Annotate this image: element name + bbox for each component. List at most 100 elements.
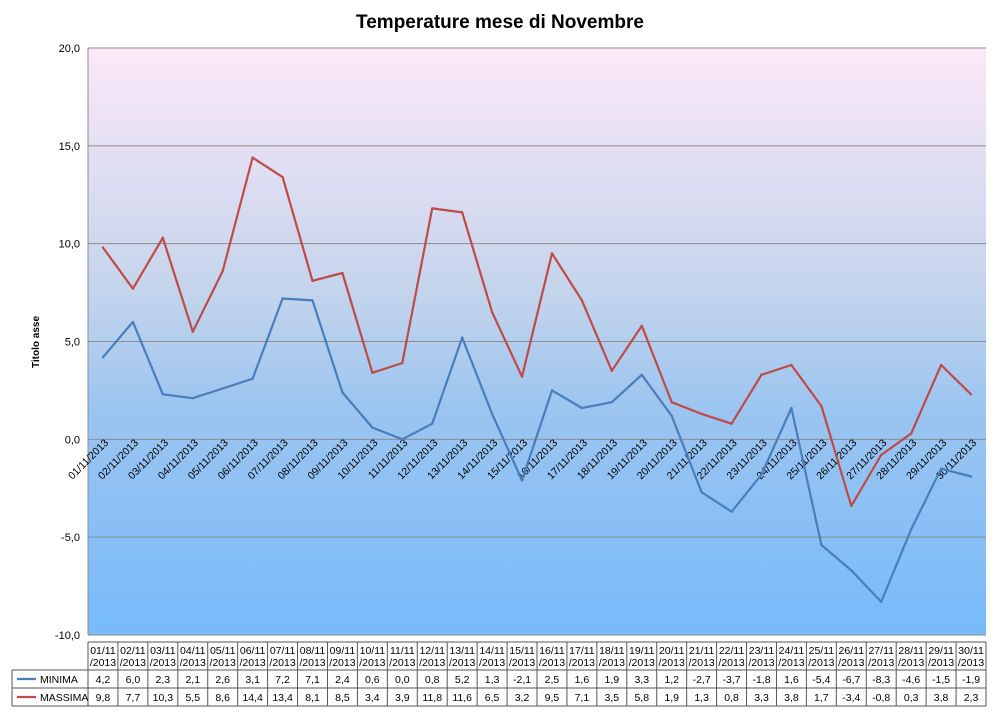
- table-cell-minima: -8,3: [872, 674, 890, 686]
- table-cell-massima: 5,8: [634, 692, 649, 704]
- table-cell-minima: -1,8: [752, 674, 770, 686]
- table-header-date: 17/11: [569, 645, 595, 657]
- table-header-year: /2013: [180, 657, 206, 669]
- data-point-minima: [131, 320, 135, 324]
- data-point-minima: [610, 400, 614, 404]
- data-point-massima: [131, 287, 135, 290]
- y-tick-label: 0,0: [65, 434, 80, 446]
- table-header-date: 13/11: [449, 645, 475, 657]
- table-cell-massima: 3,5: [605, 692, 620, 704]
- table-cell-minima: 3,1: [245, 674, 260, 686]
- table-cell-massima: 1,3: [694, 692, 709, 704]
- table-cell-massima: 7,1: [575, 692, 590, 704]
- data-point-minima: [939, 467, 943, 470]
- data-point-minima: [730, 510, 733, 513]
- table-cell-massima: 7,7: [126, 692, 141, 704]
- data-point-minima: [880, 600, 883, 603]
- table-header-date: 09/11: [330, 645, 356, 657]
- data-point-massima: [670, 400, 673, 404]
- table-cell-massima: 13,4: [272, 692, 293, 704]
- table-header-year: /2013: [718, 657, 744, 669]
- table-cell-massima: 8,1: [305, 692, 320, 704]
- legend-label-minima: MINIMA: [40, 674, 78, 686]
- y-tick-label: 20,0: [59, 43, 80, 55]
- data-point-minima: [640, 373, 643, 376]
- table-header-date: 01/11: [90, 645, 116, 657]
- data-point-massima: [431, 207, 434, 210]
- table-header-year: /2013: [748, 657, 774, 669]
- table-cell-minima: -2,1: [513, 674, 531, 686]
- table-header-year: /2013: [778, 657, 804, 669]
- table-cell-minima: -6,7: [842, 674, 860, 686]
- data-point-minima: [520, 479, 524, 482]
- table-header-year: /2013: [808, 657, 834, 669]
- table-header-date: 25/11: [809, 645, 835, 657]
- table-cell-massima: -3,4: [842, 692, 860, 704]
- table-header-year: /2013: [838, 657, 864, 669]
- data-point-minima: [820, 543, 823, 547]
- data-point-massima: [580, 299, 584, 302]
- table-header-year: /2013: [479, 657, 505, 669]
- table-header-year: /2013: [269, 657, 295, 669]
- data-point-massima: [460, 211, 464, 214]
- table-cell-massima: 14,4: [242, 692, 263, 704]
- data-point-massima: [700, 412, 703, 416]
- table-cell-massima: 3,8: [784, 692, 799, 704]
- table-cell-minima: 2,3: [156, 674, 171, 686]
- table-header-date: 10/11: [360, 645, 386, 657]
- table-header-date: 21/11: [689, 645, 715, 657]
- table-header-date: 05/11: [210, 645, 236, 657]
- y-axis-ticks: -10,0 -5,0 0,0 5,0 10,0 15,0 20,0: [55, 43, 80, 642]
- data-point-massima: [969, 393, 973, 396]
- data-point-massima: [520, 375, 524, 378]
- table-header-year: /2013: [898, 657, 924, 669]
- table-header-year: /2013: [569, 657, 595, 669]
- y-tick-label: 10,0: [59, 239, 80, 251]
- table-header-date: 02/11: [120, 645, 146, 657]
- data-point-massima: [371, 371, 374, 375]
- table-header-year: /2013: [389, 657, 415, 669]
- table-header-date: 19/11: [629, 645, 655, 657]
- table-cell-minima: 1,3: [485, 674, 500, 686]
- table-header-year: /2013: [299, 657, 325, 669]
- data-point-minima: [760, 473, 763, 476]
- table-cell-minima: -1,5: [932, 674, 950, 686]
- table-cell-minima: -1,9: [962, 674, 980, 686]
- table-cell-massima: 10,3: [153, 692, 174, 704]
- data-point-minima: [490, 412, 494, 416]
- table-cell-minima: -5,4: [812, 674, 830, 686]
- table-cell-massima: 0,8: [724, 692, 739, 704]
- table-header-year: /2013: [539, 657, 565, 669]
- data-point-minima: [221, 387, 224, 390]
- series-line-minima: [102, 297, 972, 603]
- table-cell-massima: 2,3: [964, 692, 979, 704]
- table-cell-minima: 1,6: [575, 674, 590, 686]
- table-header-date: 08/11: [300, 645, 326, 657]
- table-cell-massima: 3,8: [934, 692, 949, 704]
- legend-label-massima: MASSIMA: [40, 692, 88, 704]
- table-header-year: /2013: [210, 657, 236, 669]
- table-header-year: /2013: [239, 657, 265, 669]
- table-header-year: /2013: [659, 657, 685, 669]
- table-cell-massima: 11,6: [452, 692, 472, 704]
- table-header-date: 24/11: [779, 645, 805, 657]
- table-header-date: 03/11: [150, 645, 176, 657]
- data-point-massima: [550, 252, 554, 255]
- data-point-massima: [790, 363, 793, 367]
- data-point-minima: [670, 414, 673, 418]
- table-cell-minima: 2,4: [335, 674, 350, 686]
- table-header-year: /2013: [120, 657, 146, 669]
- table-header-date: 23/11: [749, 645, 775, 657]
- data-point-minima: [850, 569, 853, 572]
- table-header-date: 07/11: [270, 645, 296, 657]
- table-cell-massima: 3,9: [395, 692, 410, 704]
- data-point-massima: [191, 330, 194, 333]
- data-point-minima: [371, 426, 374, 429]
- table-cell-minima: 1,6: [784, 674, 799, 686]
- data-point-minima: [401, 438, 404, 441]
- data-table: 01/11/201302/11/201303/11/201304/11/2013…: [11, 641, 987, 707]
- chart-title: Temperature mese di Novembre: [356, 12, 644, 33]
- data-point-minima: [790, 406, 793, 410]
- table-cell-massima: 0,3: [904, 692, 919, 704]
- data-point-minima: [311, 299, 314, 302]
